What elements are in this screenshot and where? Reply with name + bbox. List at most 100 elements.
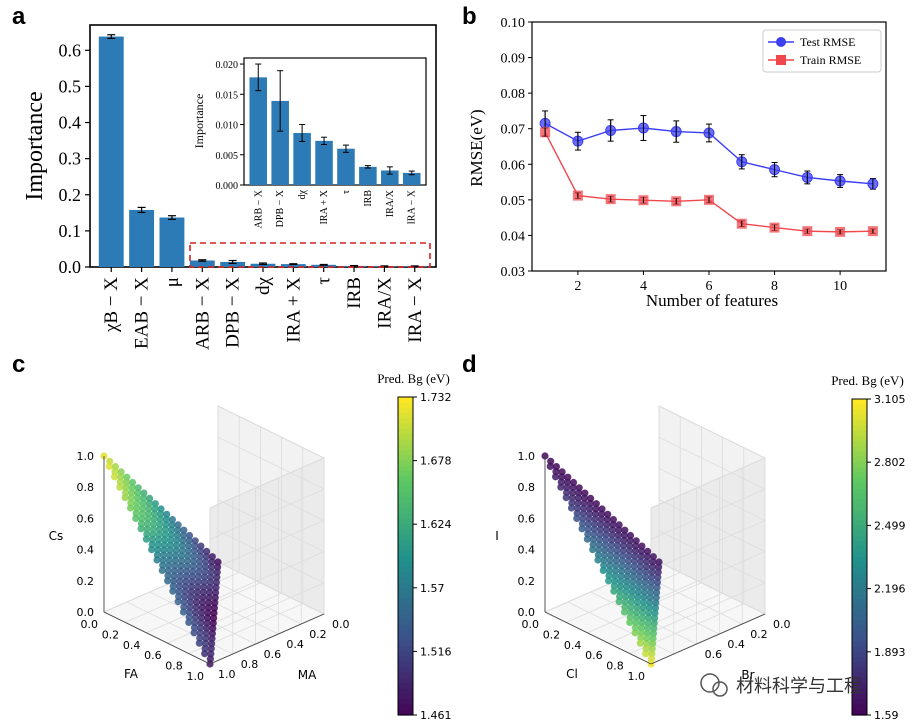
axis-line [650,613,766,665]
colorbar-segment [852,472,867,479]
gridline [658,436,766,490]
colorbar-segment [398,603,413,610]
colorbar-tick-label: 1.461 [420,709,452,722]
scatter-point [648,568,656,576]
legend-train-label: Train RMSE [800,53,861,67]
scatter-point [594,556,602,564]
colorbar-segment [398,683,413,690]
inset-bar [359,166,377,185]
panel-a-xtick-label: EAB − X [132,277,153,349]
panel-a-xtick-label: χB − X [101,277,122,333]
z-axis-label: I [495,529,499,543]
colorbar-segment [398,630,413,637]
panel-a-ytick-label: 0.1 [59,221,82,241]
scatter-point [121,494,129,502]
scatter-point [639,603,647,612]
scatter-point [153,556,161,564]
inset-xtick-label: IRA + X [319,189,330,224]
inset-xtick-label: IRB [363,190,374,207]
colorbar-segment [852,456,867,463]
panel-a-ytick-label: 0.4 [59,113,82,133]
panel-a-xtick-label: IRB [344,277,365,309]
z-tick-label: 1.0 [518,450,536,463]
scatter-point [195,639,203,647]
scatter-point [584,525,592,533]
colorbar-segment [398,662,413,668]
colorbar-tick-label: 2.802 [874,456,906,469]
inset-bar [315,140,333,185]
colorbar-segment [852,609,867,616]
scatter-point [587,494,595,502]
scatter-point [179,531,187,539]
scatter-point [646,593,654,602]
colorbar-segment [852,441,867,447]
z-tick-label: 0.4 [518,544,536,557]
colorbar-segment [398,699,413,705]
watermark: 材料科学与工程 [700,673,862,697]
scatter-point [583,535,592,543]
inset-ytick-label: 0.010 [216,121,239,132]
scatter-point [642,563,651,571]
panel-b-ylabel: RMSE(eV) [467,109,486,186]
panel-b-legend: Test RMSE Train RMSE [762,29,882,73]
colorbar-segment [398,577,413,584]
colorbar-segment [398,624,413,631]
inset-ytick-label: 0.020 [216,60,239,71]
scatter-point [589,546,597,554]
inset-xtick-label: IRA/X [385,189,396,217]
scatter-point [609,521,617,529]
inset-ytick-label: 0.015 [216,90,239,101]
gridline [217,436,325,490]
colorbar-segment [852,599,867,605]
inset-xtick-label: dχ [297,189,308,199]
colorbar-segment [398,460,413,467]
panel-b-xtick-label: 10 [833,279,847,294]
inset-bar [293,132,311,185]
panel-b-series-line [544,131,873,233]
colorbar-segment [398,651,413,658]
panel-a-bar [280,264,306,267]
colorbar-segment [852,604,867,611]
colorbar-segment [398,513,413,520]
z-tick-label: 1.0 [77,450,95,463]
y-tick-label: 0.4 [727,638,745,651]
scatter-point [636,639,645,647]
legend-train-marker [776,55,786,65]
gridline [209,488,325,540]
scatter-point [634,588,642,596]
panel-b-ytick-label: 0.05 [501,194,526,209]
highlight-box [189,242,431,268]
inset-xtick-label: IRA − X [407,189,418,224]
scatter-point [599,566,607,575]
colorbar-segment [852,488,867,495]
wechat-icon [700,673,720,693]
panel-label-c: c [12,351,25,378]
panel-a-bar-chart: Importance 0.0 0.1 0.2 0.3 0.4 0.5 0.6 χB − X EA… [22,24,437,350]
colorbar-segment [398,402,413,409]
x-tick-label: 0.2 [102,628,120,641]
colorbar-segment [852,551,867,558]
colorbar-segment [398,598,413,605]
scatter-point [191,542,199,550]
panel-a-bar [220,261,246,267]
scatter-point [143,525,151,533]
panel-a-ylabel: Importance [22,91,48,200]
scatter-point [201,563,209,571]
colorbar-segment [852,509,867,516]
colorbar-tick-label: 1.624 [420,518,452,531]
colorbar-segment [852,499,867,505]
scatter-point [148,546,156,554]
colorbar-segment [852,662,867,669]
inset-xtick-label: τ [341,190,352,194]
gridline [217,561,325,615]
y-tick-label: 0.6 [705,648,723,661]
colorbar-segment [852,572,867,579]
scatter-point [175,592,183,601]
colorbar-segment [398,397,413,403]
gridline [217,499,325,552]
scatter-point [638,614,647,622]
scatter-point [133,504,141,512]
colorbar-segment [852,646,867,653]
panel-b-ytick-label: 0.03 [501,265,526,280]
scatter-point [592,505,600,513]
